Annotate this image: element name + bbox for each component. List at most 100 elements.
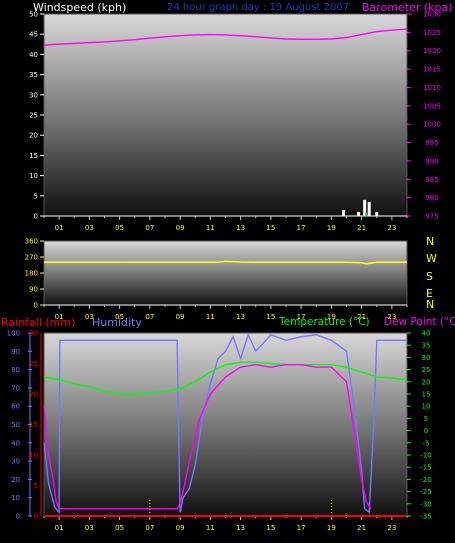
x-tick-label-top: 17 — [297, 224, 306, 232]
temperature-tick-label: -10 — [420, 452, 431, 460]
x-tick-label-top: 07 — [145, 224, 154, 232]
dewpoint-axis-label: Dew Point (°C) — [384, 316, 455, 328]
top-plot-area — [44, 14, 407, 216]
barometer-tick-label: 995 — [425, 139, 438, 147]
barometer-tick-label: 980 — [425, 194, 438, 202]
x-tick-label-top: 01 — [55, 224, 64, 232]
chart-date-title: 24 hour graph day : 19 August 2007 — [167, 2, 350, 13]
x-tick-label-bot: 05 — [115, 524, 124, 532]
humidity-tick-label: 10 — [11, 494, 20, 502]
barometer-tick-label: 1005 — [423, 102, 441, 110]
humidity-tick-label: 100 — [7, 330, 20, 338]
temperature-series-line — [43, 361, 408, 395]
windspeed-tick-label: 0 — [34, 213, 38, 221]
x-tick-label-top: 23 — [387, 224, 396, 232]
dewpoint-series-line — [43, 363, 372, 510]
direction-tick-label: 270 — [25, 254, 38, 262]
barometer-tick-label: 985 — [425, 176, 438, 184]
gust-marker — [365, 213, 368, 216]
x-tick-label-bot: 09 — [176, 524, 185, 532]
temperature-tick-label: 35 — [422, 342, 431, 350]
x-tick-label-mid: 03 — [85, 313, 94, 321]
x-tick-label-bot: 17 — [297, 524, 306, 532]
windspeed-tick-label: 10 — [29, 172, 38, 180]
humidity-axis-label: Humidity — [92, 316, 142, 329]
temperature-tick-label: 10 — [422, 403, 431, 411]
humidity-tick-label: 40 — [11, 439, 20, 447]
rainfall-axis-label: Rainfall (mm) — [1, 316, 76, 329]
temperature-tick-label: -25 — [420, 488, 431, 496]
temperature-tick-label: 15 — [422, 391, 431, 399]
x-tick-label-bot: 11 — [206, 524, 215, 532]
compass-s: S — [426, 270, 433, 283]
windspeed-tick-label: 25 — [29, 112, 38, 120]
rainfall-tick-label: 5 — [34, 482, 38, 490]
x-tick-label-top: 13 — [236, 224, 245, 232]
x-tick-label-bot: 23 — [387, 524, 396, 532]
x-tick-label-mid: 01 — [55, 313, 64, 321]
barometer-tick-label: 975 — [425, 213, 438, 221]
windspeed-tick-label: 20 — [29, 132, 38, 140]
windspeed-bar — [357, 211, 361, 216]
windspeed-bar — [341, 209, 345, 216]
temperature-tick-label: -5 — [423, 439, 430, 447]
humidity-tick-label: 30 — [11, 458, 20, 466]
barometer-tick-label: 1010 — [423, 84, 441, 92]
compass-e: E — [426, 287, 433, 300]
humidity-tick-label: 70 — [11, 384, 20, 392]
x-tick-label-mid: 13 — [236, 313, 245, 321]
humidity-tick-label: 0 — [16, 513, 20, 521]
windspeed-tick-label: 50 — [29, 11, 38, 19]
humidity-tick-label: 60 — [11, 403, 20, 411]
rainfall-tick-label: 15 — [29, 421, 38, 429]
x-tick-label-mid: 09 — [176, 313, 185, 321]
windspeed-tick-label: 30 — [29, 91, 38, 99]
temperature-tick-label: 25 — [422, 366, 431, 374]
x-tick-label-mid: 15 — [266, 313, 275, 321]
temperature-tick-label: 5 — [424, 415, 428, 423]
compass-n-top: N — [426, 235, 435, 248]
rainfall-tick-label: 20 — [29, 391, 38, 399]
barometer-tick-label: 990 — [425, 157, 438, 165]
windspeed-axis-label: Windspeed (kph) — [33, 1, 127, 14]
temperature-tick-label: -30 — [420, 500, 431, 508]
x-tick-label-top: 19 — [327, 224, 336, 232]
direction-tick-label: 90 — [29, 286, 38, 294]
x-tick-label-bot: 01 — [55, 524, 64, 532]
temperature-axis-label: Temperature (°C) — [279, 316, 370, 328]
windspeed-tick-label: 45 — [29, 31, 38, 39]
temperature-tick-label: 0 — [424, 427, 428, 435]
x-tick-label-mid: 07 — [145, 313, 154, 321]
temperature-tick-label: 30 — [422, 354, 431, 362]
x-tick-label-top: 11 — [206, 224, 215, 232]
barometer-series-line — [43, 28, 408, 46]
x-tick-label-top: 15 — [266, 224, 275, 232]
temperature-tick-label: -15 — [420, 464, 431, 472]
windspeed-bar — [367, 201, 371, 216]
barometer-tick-label: 1000 — [423, 121, 441, 129]
x-tick-label-top: 21 — [357, 224, 366, 232]
x-tick-label-mid: 17 — [297, 313, 306, 321]
x-tick-label-mid: 11 — [206, 313, 215, 321]
barometer-tick-label: 1015 — [423, 66, 441, 74]
temperature-tick-label: 40 — [422, 330, 431, 338]
x-tick-label-bot: 13 — [236, 524, 245, 532]
x-tick-label-top: 05 — [115, 224, 124, 232]
rainfall-tick-label: 0 — [34, 513, 38, 521]
x-tick-label-mid: 21 — [357, 313, 366, 321]
x-tick-label-bot: 03 — [85, 524, 94, 532]
compass-w: W — [426, 252, 437, 265]
x-tick-label-bot: 21 — [357, 524, 366, 532]
windspeed-bar — [363, 199, 367, 216]
x-tick-label-top: 09 — [176, 224, 185, 232]
windspeed-bar — [375, 211, 379, 216]
barometer-tick-label: 1020 — [423, 47, 441, 55]
humidity-series-line — [43, 332, 407, 515]
barometer-tick-label: 1025 — [423, 29, 441, 37]
compass-n-bottom: N — [426, 298, 435, 311]
barometer-axis-label: Barometer (kpa) — [362, 1, 453, 14]
direction-series-line — [44, 260, 407, 265]
humidity-tick-label: 80 — [11, 366, 20, 374]
x-tick-label-bot: 15 — [266, 524, 275, 532]
